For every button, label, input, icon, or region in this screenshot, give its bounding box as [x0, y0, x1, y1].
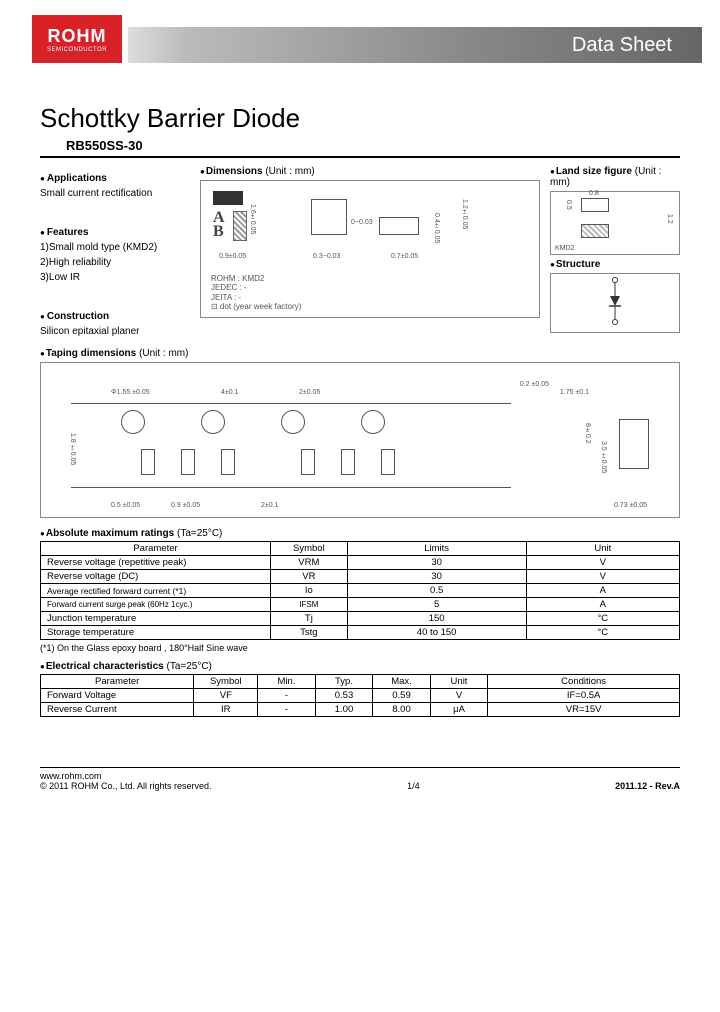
col-parameter: Parameter [41, 542, 271, 556]
elec-heading: Electrical characteristics (Ta=25°C) [40, 661, 680, 672]
construction-heading: Construction [40, 310, 190, 323]
chip-top-icon [213, 191, 243, 205]
col-unit: Unit [526, 542, 679, 556]
product-title: Schottky Barrier Diode [40, 103, 680, 134]
land-heading: Land size figure (Unit : mm) [550, 166, 680, 188]
tape-pocket-icon [141, 449, 155, 475]
marking-ab: AB [213, 211, 225, 240]
table-row: Storage temperatureTstg40 to 150°C [41, 626, 680, 640]
land-diagram: 0.8 0.5 1.2 KMD2 [550, 191, 680, 255]
structure-diagram [550, 273, 680, 333]
applications-text: Small current rectification [40, 187, 190, 200]
applications-heading: Applications [40, 172, 190, 185]
table-row: Reverse voltage (DC)VR30V [41, 570, 680, 584]
dimensions-heading: Dimensions (Unit : mm) [200, 166, 540, 177]
feature-item: 2)High reliability [40, 256, 190, 269]
datasheet-label: Data Sheet [572, 34, 672, 57]
abs-max-footnote: (*1) On the Glass epoxy board , 180°Half… [40, 643, 680, 653]
title-rule [40, 156, 680, 158]
taping-diagram: 4±0.1 2±0.05 Φ1.55 ±0.05 1.75 ±0.1 0.2 ±… [40, 362, 680, 518]
tape-side-icon [619, 419, 649, 469]
land-pad-hatched-icon [581, 224, 609, 238]
table-row: Forward current surge peak (60Hz 1cyc.)I… [41, 598, 680, 612]
tape-strip-icon [71, 403, 511, 488]
feature-item: 3)Low IR [40, 271, 190, 284]
logo-subtext: SEMICONDUCTOR [47, 47, 107, 53]
bottom-view-icon [379, 217, 419, 235]
table-row: Forward VoltageVF-0.530.59VIF=0.5A [41, 689, 680, 703]
land-pad-icon [581, 198, 609, 212]
abs-max-table: Parameter Symbol Limits Unit Reverse vol… [40, 541, 680, 640]
col-limits: Limits [347, 542, 526, 556]
revision: 2011.12 - Rev.A [615, 781, 680, 791]
hatch-icon [233, 211, 247, 241]
brand-logo: ROHM SEMICONDUCTOR [32, 15, 122, 63]
sprocket-hole-icon [121, 410, 145, 434]
page-number: 1/4 [407, 781, 420, 791]
title-block: Schottky Barrier Diode RB550SS-30 [40, 103, 680, 158]
taping-heading: Taping dimensions (Unit : mm) [40, 348, 680, 359]
col-symbol: Symbol [271, 542, 348, 556]
table-row: Junction temperatureTj150°C [41, 612, 680, 626]
side-view-icon [311, 199, 347, 235]
table-row: Reverse CurrentIR-1.008.00μAVR=15V [41, 703, 680, 717]
page-footer: www.rohm.com © 2011 ROHM Co., Ltd. All r… [0, 767, 720, 811]
structure-heading: Structure [550, 259, 680, 270]
table-row: Reverse voltage (repetitive peak)VRM30V [41, 556, 680, 570]
header-band: Data Sheet [128, 27, 702, 63]
left-column: Applications Small current rectification… [40, 166, 190, 340]
construction-text: Silicon epitaxial planer [40, 325, 190, 338]
abs-max-heading: Absolute maximum ratings (Ta=25°C) [40, 528, 680, 539]
table-row: Average rectified forward current (*1)Io… [41, 584, 680, 598]
footer-url: www.rohm.com [40, 771, 212, 781]
features-heading: Features [40, 226, 190, 239]
dimensions-diagram: AB 1.6±0.05 0−0.03 1.2±0.05 0.4±0.05 0.9… [200, 180, 540, 318]
diode-symbol-icon [600, 276, 630, 331]
logo-text: ROHM [48, 26, 107, 47]
dimensions-notes: ROHM : KMD2 JEDEC : - JEITA : - ⊡ dot (y… [211, 274, 301, 312]
feature-item: 1)Small mold type (KMD2) [40, 241, 190, 254]
elec-table: Parameter Symbol Min. Typ. Max. Unit Con… [40, 674, 680, 717]
header: ROHM SEMICONDUCTOR Data Sheet [0, 15, 720, 75]
part-number: RB550SS-30 [66, 138, 680, 153]
footer-copyright: © 2011 ROHM Co., Ltd. All rights reserve… [40, 781, 212, 791]
